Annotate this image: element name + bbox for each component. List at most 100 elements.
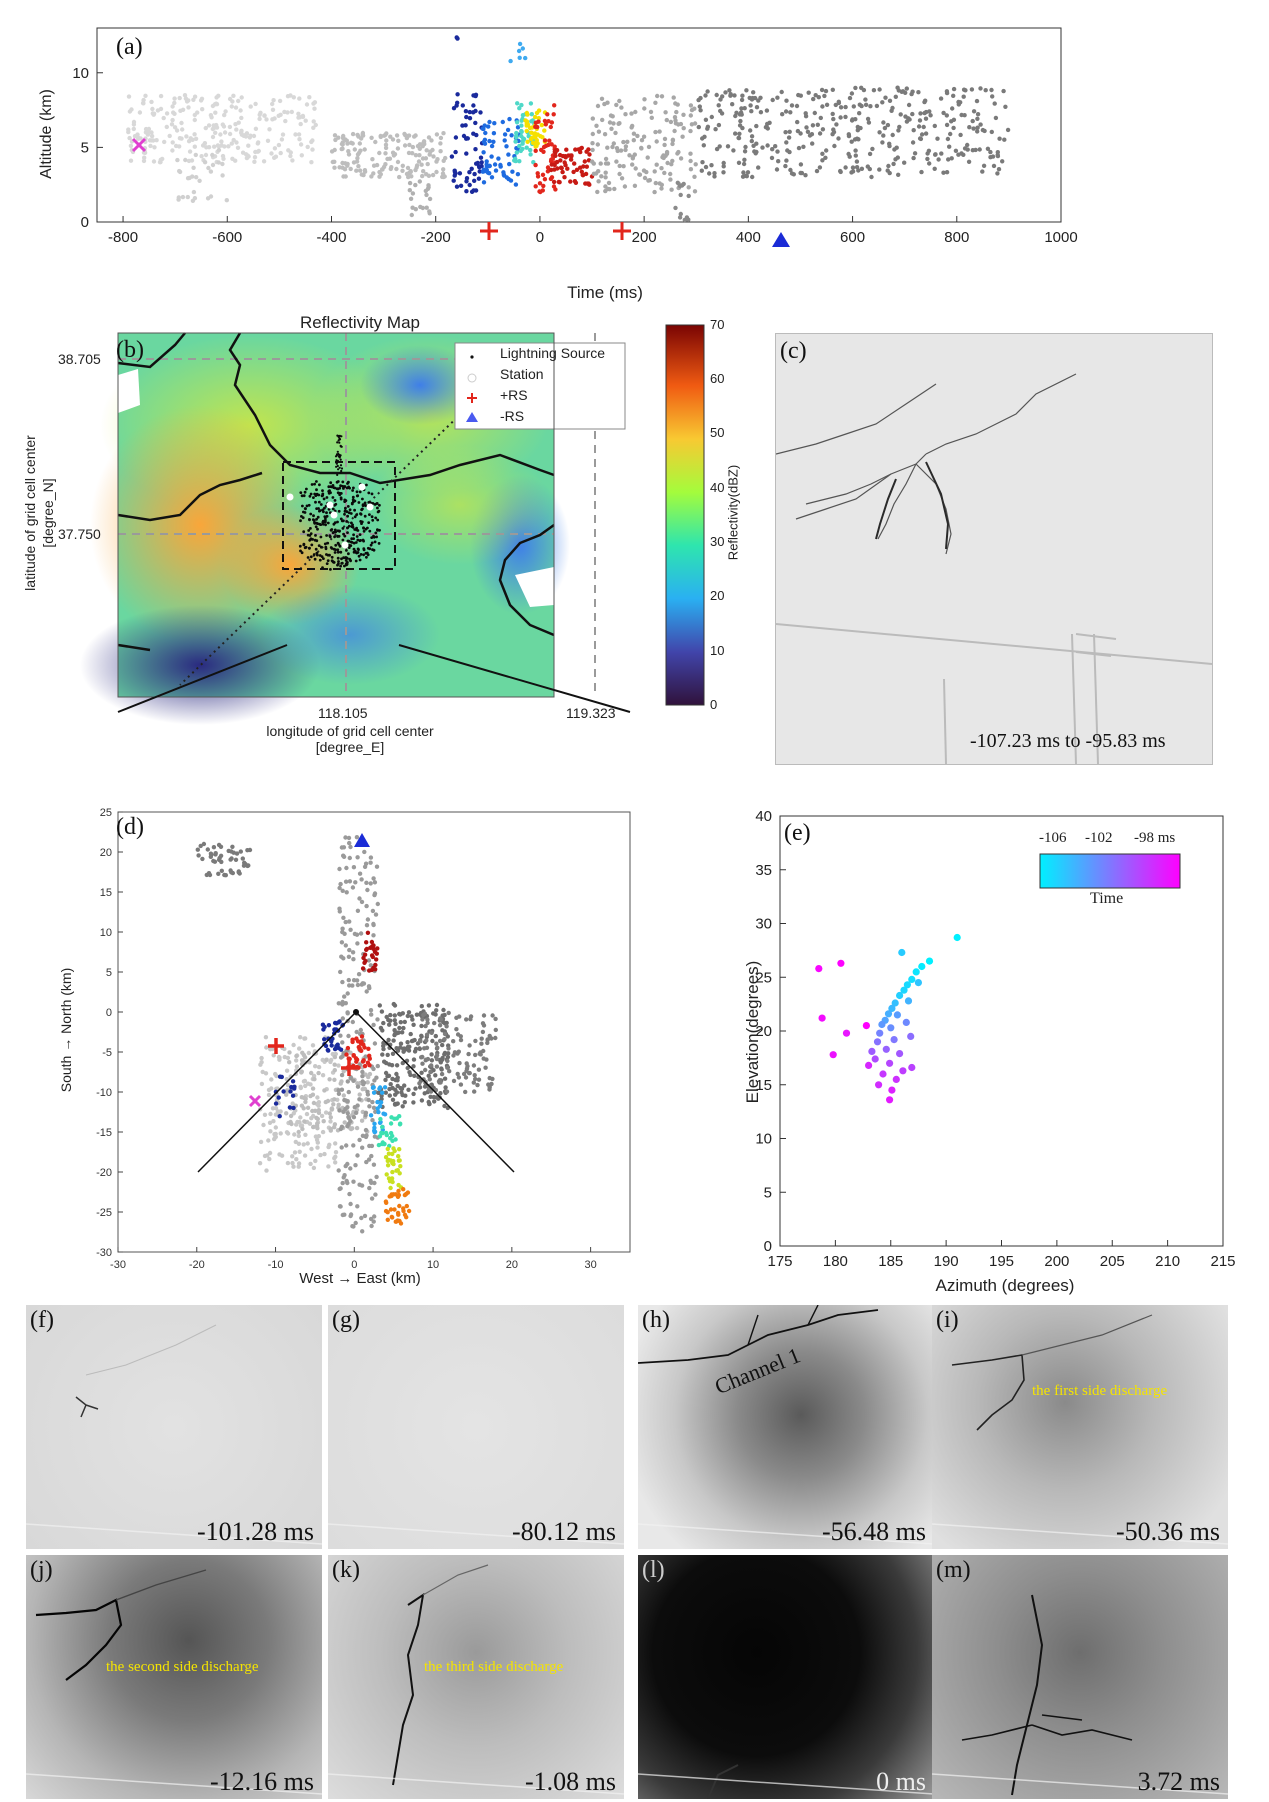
scatter-point — [903, 981, 911, 989]
panel-d: -30 -20 -10 0 10 20 30 25 20 15 10 5 0 -5 -10 -15 -20 -25… — [0, 800, 720, 1290]
panel-d-ytick: -25 — [96, 1207, 112, 1219]
panel-e-xtick: 210 — [1155, 1253, 1180, 1270]
panel-d-ytick: 25 — [100, 807, 112, 819]
map-ylabel-1: latitude of grid cell center — [22, 435, 38, 591]
panel-d-ytick: 10 — [100, 927, 112, 939]
lightning-channel — [26, 1569, 322, 1795]
legend-positive-rs: +RS — [500, 387, 528, 403]
panel-a-xtick: 800 — [944, 229, 969, 246]
panel-e-ytick: 0 — [764, 1238, 772, 1255]
map-xlabel-2: [degree_E] — [315, 739, 385, 755]
scatter-point — [879, 1070, 887, 1078]
scatter-point — [882, 1045, 890, 1053]
panel-c-caption: -107.23 ms to -95.83 ms — [970, 730, 1166, 752]
photo-time-caption: 0 ms — [876, 1767, 926, 1796]
lightning-channel — [26, 1324, 322, 1545]
cbar-tick-60: 60 — [710, 371, 725, 386]
panel-e-ytick: 15 — [755, 1077, 772, 1094]
panel-d-xtick: 0 — [351, 1259, 357, 1271]
scatter-point — [887, 1024, 895, 1032]
photo-time-caption: -1.08 ms — [525, 1767, 616, 1796]
panel-e-ytick: 40 — [755, 808, 772, 825]
photo-frame-l: (l) 0 ms — [638, 1555, 934, 1799]
scatter-point — [925, 957, 934, 965]
scatter-point — [953, 933, 961, 942]
photo-frame-f: (f) -101.28 ms — [26, 1305, 322, 1549]
panel-d-ytick: 20 — [100, 847, 112, 859]
panel-b-label: (b) — [116, 337, 144, 363]
panel-e-ylabel: Elevation(degrees) — [743, 960, 762, 1104]
photo-label: (i) — [936, 1307, 959, 1333]
photo-label: (g) — [332, 1307, 360, 1333]
map-legend-box — [454, 342, 626, 430]
scatter-point — [878, 1020, 886, 1029]
panel-d-xtick: 10 — [427, 1259, 439, 1271]
panel-e-xtick: 205 — [1100, 1253, 1125, 1270]
side-discharge-annotation: the second side discharge — [106, 1659, 259, 1675]
scatter-point — [898, 948, 906, 957]
side-discharge-annotation: the third side discharge — [424, 1659, 564, 1675]
negative-rs-marker-d — [354, 833, 370, 847]
cbar-tick-20: 20 — [710, 588, 725, 603]
scatter-point — [888, 1086, 896, 1094]
map-xtick-1: 118.105 — [318, 705, 368, 721]
cbar-tick-40: 40 — [710, 480, 725, 495]
scatter-point — [904, 997, 913, 1005]
panel-a: -800 -600 -400 -200 0 200 400 600 800 1000 0 5 10 (a… — [0, 0, 1269, 302]
photo-time-caption: -56.48 ms — [822, 1517, 926, 1546]
zoom-connector-lines — [117, 644, 631, 713]
panel-e-xtick: 200 — [1044, 1253, 1069, 1270]
photo-frame-g: (g) -80.12 ms — [328, 1305, 624, 1549]
time-cbar-tick-3: -98 ms — [1134, 830, 1176, 846]
scatter-point — [862, 1022, 870, 1030]
scatter-point — [876, 1029, 884, 1037]
panel-a-xtick: 400 — [736, 229, 761, 246]
photo-time-caption: -12.16 ms — [210, 1767, 314, 1796]
panel-a-xtick: -200 — [421, 229, 451, 246]
photo-time-caption: 3.72 ms — [1137, 1767, 1220, 1796]
cbar-tick-0: 0 — [710, 697, 718, 712]
panel-e-ytick: 35 — [755, 862, 772, 879]
panel-e-xtick: 175 — [767, 1253, 792, 1270]
lightning-channel-c — [776, 373, 1212, 764]
panel-e-label: (e) — [784, 820, 811, 846]
scatter-point — [871, 1055, 879, 1063]
scatter-point — [818, 1014, 826, 1022]
colorbar-label: Reflectivity(dBZ) — [725, 464, 741, 561]
panel-d-ytick: -30 — [96, 1247, 112, 1259]
panel-a-xtick: 1000 — [1044, 229, 1077, 246]
panel-b-title: Reflectivity Map — [300, 313, 420, 332]
scatter-point — [886, 1096, 894, 1104]
photo-label: (l) — [642, 1557, 665, 1583]
panel-e-plot: 175 180 185 190 195 200 205 210 215 0 5 10 15 20 25 30 3… — [755, 808, 1235, 1270]
reflectivity-map — [80, 324, 705, 725]
photo-label: (k) — [332, 1557, 360, 1583]
panel-d-xtick: 30 — [584, 1259, 596, 1271]
scatter-point — [896, 1050, 904, 1058]
panel-e-ytick: 25 — [755, 969, 772, 986]
panel-d-label: (d) — [116, 814, 144, 840]
lightning-channel — [638, 1305, 934, 1545]
negative-rs-marker — [772, 232, 790, 247]
panel-d-xtick: -30 — [110, 1259, 126, 1271]
panel-a-xtick: 600 — [840, 229, 865, 246]
panel-a-xtick: -600 — [212, 229, 242, 246]
panel-d-ylabel: South → North (km) — [58, 967, 74, 1093]
cbar-tick-50: 50 — [710, 425, 725, 440]
positive-rs-marker-d1 — [268, 1038, 284, 1054]
lightning-channel — [328, 1564, 624, 1795]
scatter-point — [892, 1075, 900, 1083]
panel-b: Reflectivity Map — [0, 305, 741, 785]
panel-d-xlabel: West → East (km) — [299, 1270, 421, 1287]
photo-frame-k: (k) -1.08 ms the third side discharge — [328, 1555, 624, 1799]
scatter-point — [873, 1038, 882, 1046]
scatter-point — [884, 1010, 893, 1018]
panel-c-label: (c) — [780, 338, 807, 364]
scatter-point — [902, 1018, 910, 1026]
map-xlabel-1: longitude of grid cell center — [266, 723, 434, 739]
scatter-point — [888, 1004, 896, 1012]
photo-grid: (f) -101.28 ms (g) -80.12 ms (h) -56.48 ms C… — [26, 1305, 1246, 1799]
scatter-point — [815, 965, 823, 973]
photo-frame-m: (m) 3.72 ms — [932, 1555, 1228, 1799]
map-ylabel-2: [degree_N] — [40, 478, 56, 548]
